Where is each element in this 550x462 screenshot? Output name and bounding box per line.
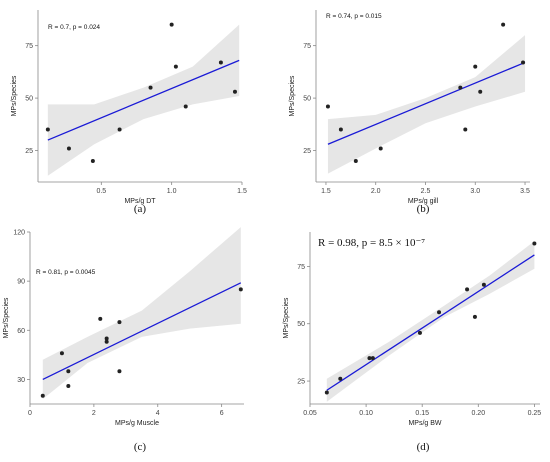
y-axis-label: MPs/Species [289, 75, 296, 116]
data-point [463, 127, 468, 132]
x-tick-label: 0 [28, 410, 32, 417]
x-axis-label: MPs/g Muscle [115, 420, 159, 427]
x-tick-label: 0.10 [359, 410, 373, 417]
data-point [90, 159, 95, 164]
data-point [338, 376, 343, 381]
correlation-annotation: R = 0.81, p = 0.0045 [36, 269, 96, 276]
panel-d: 0.05 0.10 0.15 0.20 0.25 25 50 75 MPs/g BW MPs/Sp… [283, 232, 541, 453]
y-tick-label: 30 [17, 377, 25, 384]
data-point [40, 393, 45, 398]
y-tick-label: 75 [303, 43, 311, 50]
y-axis-label: MPs/Species [11, 75, 18, 116]
data-point [169, 22, 174, 27]
data-point [117, 369, 122, 374]
x-tick-label: 6 [220, 410, 224, 417]
y-tick-label: 75 [25, 43, 33, 50]
x-tick-label: 0.15 [415, 410, 429, 417]
data-point [532, 241, 537, 246]
data-point [218, 60, 223, 65]
x-axis-label: MPs/g DT [124, 198, 156, 205]
y-tick-label: 50 [303, 96, 311, 103]
panel-a: 0.5 1.0 1.5 25 50 75 MPs/g DT MPs/Species R = 0.… [11, 10, 247, 215]
data-point [173, 64, 178, 69]
data-point [417, 330, 422, 335]
data-point [148, 85, 153, 90]
x-tick-label: 0.5 [96, 188, 106, 195]
x-tick-label: 2.0 [371, 188, 381, 195]
correlation-annotation: R = 0.7, p = 0.024 [48, 24, 100, 31]
data-point [66, 146, 71, 151]
x-tick-label: 4 [156, 410, 160, 417]
correlation-annotation: R = 0.74, p = 0.015 [326, 13, 382, 20]
data-point [98, 316, 103, 321]
data-point [66, 383, 71, 388]
data-point [232, 89, 237, 94]
panel-caption: (c) [134, 441, 147, 453]
y-tick-label: 25 [25, 148, 33, 155]
panel-caption: (b) [417, 203, 430, 215]
confidence-band [326, 241, 535, 402]
data-point [378, 146, 383, 151]
data-point [66, 369, 71, 374]
data-point [458, 85, 463, 90]
x-tick-label: 2 [92, 410, 96, 417]
y-tick-label: 25 [297, 379, 305, 386]
data-point [473, 64, 478, 69]
panel-caption: (a) [134, 203, 147, 215]
data-point [104, 339, 109, 344]
data-point [478, 89, 483, 94]
confidence-band [42, 227, 241, 400]
panel-b: 1.5 2.0 2.5 3.0 3.5 25 50 75 MPs/g gill MPs/Speci… [289, 10, 530, 215]
y-tick-label: 120 [13, 230, 25, 237]
y-tick-label: 60 [17, 328, 25, 335]
x-axis-label: MPs/g gill [408, 198, 439, 205]
x-tick-label: 1.0 [167, 188, 177, 195]
data-point [183, 104, 188, 109]
regression-line [42, 282, 242, 381]
data-point [367, 356, 372, 361]
y-tick-label: 50 [25, 96, 33, 103]
panel-c: 0 2 4 6 30 60 90 120 MPs/g Muscle MPs/Species R = … [3, 227, 244, 453]
data-point [117, 127, 122, 132]
data-point [437, 310, 442, 315]
x-tick-label: 0.05 [303, 410, 317, 417]
y-axis-label: MPs/Species [283, 297, 290, 338]
data-point [465, 287, 470, 292]
x-tick-label: 3.0 [470, 188, 480, 195]
regression-line [327, 61, 526, 145]
panel-caption: (d) [417, 441, 430, 453]
data-point [338, 127, 343, 132]
y-axis-label: MPs/Species [3, 297, 10, 338]
regression-line [47, 59, 240, 141]
regression-line [326, 254, 535, 391]
data-point [117, 320, 122, 325]
confidence-band [327, 35, 526, 174]
y-tick-label: 75 [297, 264, 305, 271]
correlation-annotation: R = 0.98, p = 8.5 × 10⁻⁷ [318, 237, 425, 249]
x-tick-label: 1.5 [321, 188, 331, 195]
data-point [325, 104, 330, 109]
data-point [370, 356, 375, 361]
x-tick-label: 3.5 [520, 188, 530, 195]
x-tick-label: 1.5 [237, 188, 247, 195]
data-point [45, 127, 50, 132]
x-tick-label: 0.20 [471, 410, 485, 417]
x-tick-label: 0.25 [528, 410, 542, 417]
data-point [472, 314, 477, 319]
data-point [353, 159, 358, 164]
data-point [59, 351, 64, 356]
data-point [324, 390, 329, 395]
data-point [501, 22, 506, 27]
data-point [521, 60, 526, 65]
data-point [481, 282, 486, 287]
data-point [104, 336, 109, 341]
x-axis-label: MPs/g BW [408, 420, 441, 427]
y-tick-label: 90 [17, 279, 25, 286]
y-tick-label: 50 [297, 321, 305, 328]
x-tick-label: 2.5 [421, 188, 431, 195]
data-point [238, 287, 243, 292]
y-tick-label: 25 [303, 148, 311, 155]
